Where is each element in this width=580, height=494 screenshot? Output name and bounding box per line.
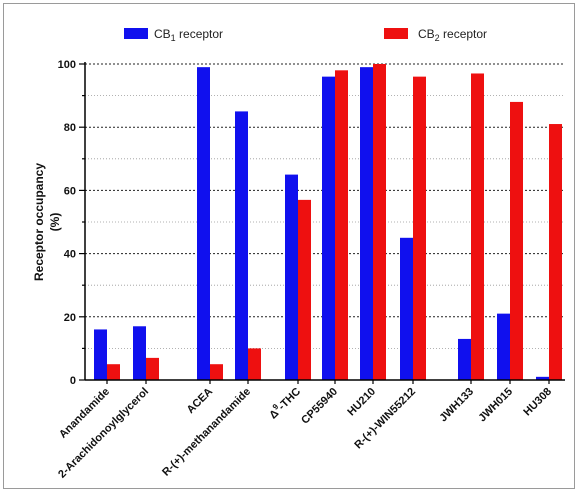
bar-cb1 [458, 338, 471, 380]
y-axis-title-line2: (%) [48, 213, 62, 232]
bar-cb2 [146, 357, 159, 380]
bar-cb2 [210, 364, 223, 380]
x-tick-label: Δ9-THC [265, 383, 303, 421]
bar-cb1 [197, 67, 210, 380]
bar-cb2 [549, 124, 562, 380]
legend-swatch-cb2 [384, 28, 408, 39]
y-tick-label: 80 [64, 122, 76, 134]
bars [94, 64, 562, 381]
x-tick-label: JWH015 [476, 386, 515, 425]
bar-cb1 [285, 174, 298, 380]
bar-cb2 [335, 70, 348, 380]
bar-cb1 [235, 111, 248, 381]
y-tick-labels: 0 20 40 60 80 100 [58, 59, 76, 387]
bar-cb2 [373, 64, 386, 380]
legend: CB1 receptor CB2 receptor [124, 27, 487, 43]
bar-cb1 [94, 329, 107, 380]
x-tick-label: JWH133 [437, 386, 476, 425]
bar-cb2 [510, 101, 523, 381]
y-tick-label: 60 [64, 185, 76, 197]
axes [79, 62, 565, 384]
bar-cb2 [248, 348, 261, 380]
legend-swatch-cb1 [124, 28, 148, 39]
bar-cb1 [400, 237, 413, 380]
y-axis-title-line1: Receptor occupancy [32, 163, 46, 281]
y-tick-label: 40 [64, 249, 76, 261]
legend-label-cb1: CB1 receptor [154, 27, 223, 43]
legend-label-cb2: CB2 receptor [418, 27, 487, 43]
y-tick-label: 20 [64, 312, 76, 324]
x-tick-label: CP55940 [299, 386, 340, 427]
bar-cb1 [133, 326, 146, 380]
y-tick-label: 0 [70, 375, 76, 387]
bar-cb1 [322, 76, 335, 380]
x-tick-label: HU308 [521, 386, 554, 419]
bar-cb1 [360, 67, 373, 380]
bar-cb2 [471, 73, 484, 380]
bar-cb1 [536, 376, 549, 380]
figure-frame [3, 3, 575, 489]
x-tick-label: ACEA [185, 386, 216, 417]
bar-cb2 [298, 199, 311, 380]
y-tick-label: 100 [58, 59, 76, 71]
y-axis-title: Receptor occupancy (%) [32, 163, 62, 281]
bar-cb2 [413, 76, 426, 380]
bar-cb2 [107, 364, 120, 380]
x-tick-label: HU210 [345, 386, 378, 419]
bar-cb1 [497, 313, 510, 380]
